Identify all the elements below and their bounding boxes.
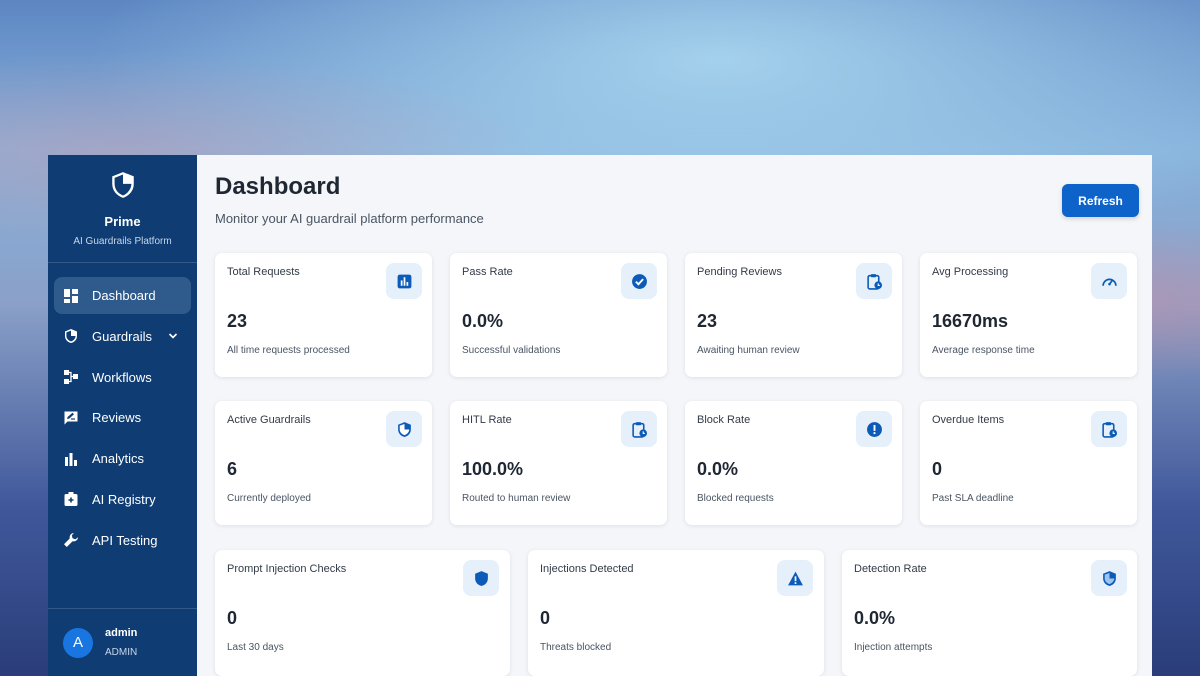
stat-card-total-requests: Total Requests 23 All time requests proc…: [215, 253, 432, 377]
refresh-button[interactable]: Refresh: [1062, 184, 1139, 217]
stat-description: Currently deployed: [227, 493, 311, 504]
check-circle-icon: [621, 263, 657, 299]
sidebar-item-guardrails[interactable]: Guardrails: [54, 318, 191, 355]
sidebar-item-label: API Testing: [92, 532, 158, 548]
stat-value: 0.0%: [854, 608, 896, 628]
app-window: Prime AI Guardrails Platform Dashboard G…: [48, 155, 1152, 676]
registry-icon: [63, 491, 79, 507]
sidebar-item-label: Reviews: [92, 410, 142, 426]
stat-value: 0.0%: [462, 311, 504, 331]
stat-description: Past SLA deadline: [932, 493, 1014, 504]
warning-icon: [777, 560, 813, 596]
review-icon: [63, 410, 79, 426]
stat-card-block-rate: Block Rate 0.0% Blocked requests: [685, 401, 902, 525]
stat-label: Detection Rate: [854, 563, 927, 575]
page-subtitle: Monitor your AI guardrail platform perfo…: [215, 211, 484, 226]
stat-card-avg-processing: Avg Processing 16670ms Average response …: [920, 253, 1137, 377]
chevron-down-icon[interactable]: [168, 331, 178, 341]
avatar[interactable]: A: [63, 627, 93, 658]
stat-value: 6: [227, 459, 238, 479]
stat-value: 0: [932, 459, 943, 479]
stat-label: Pass Rate: [462, 266, 513, 278]
shield-icon: [1091, 560, 1127, 596]
stat-value: 0: [227, 608, 238, 628]
sidebar-item-ai-registry[interactable]: AI Registry: [54, 481, 191, 518]
stat-value: 100.0%: [462, 459, 524, 479]
stat-card-pending-reviews: Pending Reviews 23 Awaiting human review: [685, 253, 902, 377]
alert-circle-icon: [856, 411, 892, 447]
stat-card-hitl-rate: HITL Rate 100.0% Routed to human review: [450, 401, 667, 525]
stat-card-active-guardrails: Active Guardrails 6 Currently deployed: [215, 401, 432, 525]
stat-value: 0.0%: [697, 459, 739, 479]
clipboard-clock-icon: [856, 263, 892, 299]
clipboard-clock-icon: [1091, 411, 1127, 447]
wrench-icon: [63, 532, 79, 548]
sidebar-item-analytics[interactable]: Analytics: [54, 440, 191, 477]
shield-filled-icon: [463, 560, 499, 596]
sidebar-item-reviews[interactable]: Reviews: [54, 399, 191, 436]
workflow-icon: [63, 369, 79, 385]
stat-value: 23: [227, 311, 248, 331]
sidebar-item-label: AI Registry: [92, 491, 156, 507]
stat-description: Awaiting human review: [697, 345, 800, 356]
stat-card-overdue-items: Overdue Items 0 Past SLA deadline: [920, 401, 1137, 525]
sidebar-item-dashboard[interactable]: Dashboard: [54, 277, 191, 314]
brand: Prime AI Guardrails Platform: [48, 155, 197, 263]
stat-value: 0: [540, 608, 551, 628]
stat-label: Total Requests: [227, 266, 300, 278]
sidebar-item-api-testing[interactable]: API Testing: [54, 522, 191, 559]
sidebar-item-label: Dashboard: [92, 288, 156, 303]
stat-description: Average response time: [932, 345, 1035, 356]
stat-label: Block Rate: [697, 414, 751, 426]
stat-description: All time requests processed: [227, 345, 350, 356]
stat-value: 23: [697, 311, 718, 331]
speedometer-icon: [1091, 263, 1127, 299]
stat-card-injections-detected: Injections Detected 0 Threats blocked: [528, 550, 824, 676]
sidebar-nav: Dashboard Guardrails Workflows Reviews A…: [48, 263, 197, 559]
brand-subtitle: AI Guardrails Platform: [73, 236, 172, 247]
stat-description: Routed to human review: [462, 493, 571, 504]
clipboard-clock-icon: [621, 411, 657, 447]
stat-description: Injection attempts: [854, 642, 933, 653]
shield-icon: [110, 171, 136, 199]
stat-description: Last 30 days: [227, 642, 284, 653]
user-name: admin: [105, 627, 138, 639]
stat-description: Blocked requests: [697, 493, 774, 504]
user-role: ADMIN: [105, 647, 138, 658]
user-profile[interactable]: A admin ADMIN: [48, 608, 197, 676]
stat-label: Injections Detected: [540, 563, 634, 575]
stat-card-detection-rate: Detection Rate 0.0% Injection attempts: [842, 550, 1137, 676]
stat-card-pass-rate: Pass Rate 0.0% Successful validations: [450, 253, 667, 377]
sidebar-item-label: Analytics: [92, 451, 145, 467]
dashboard-icon: [63, 288, 79, 304]
main-content: Dashboard Monitor your AI guardrail plat…: [197, 155, 1152, 676]
stat-label: Avg Processing: [932, 266, 1009, 278]
shield-icon: [386, 411, 422, 447]
shield-icon: [63, 328, 79, 344]
bar-chart-icon: [63, 451, 79, 467]
brand-title: Prime: [104, 214, 141, 229]
stat-label: Pending Reviews: [697, 266, 782, 278]
stat-label: Active Guardrails: [227, 414, 311, 426]
stat-card-prompt-injection-checks: Prompt Injection Checks 0 Last 30 days: [215, 550, 510, 676]
stat-label: HITL Rate: [462, 414, 512, 426]
sidebar: Prime AI Guardrails Platform Dashboard G…: [48, 155, 197, 676]
stat-description: Threats blocked: [540, 642, 612, 653]
page-title: Dashboard: [215, 173, 341, 200]
sidebar-item-workflows[interactable]: Workflows: [54, 359, 191, 396]
sidebar-item-label: Guardrails: [92, 328, 152, 344]
stat-description: Successful validations: [462, 345, 561, 356]
stat-label: Overdue Items: [932, 414, 1005, 426]
sidebar-item-label: Workflows: [92, 369, 152, 385]
bar-chart-icon: [386, 263, 422, 299]
stat-value: 16670ms: [932, 311, 1009, 331]
stat-label: Prompt Injection Checks: [227, 563, 347, 575]
